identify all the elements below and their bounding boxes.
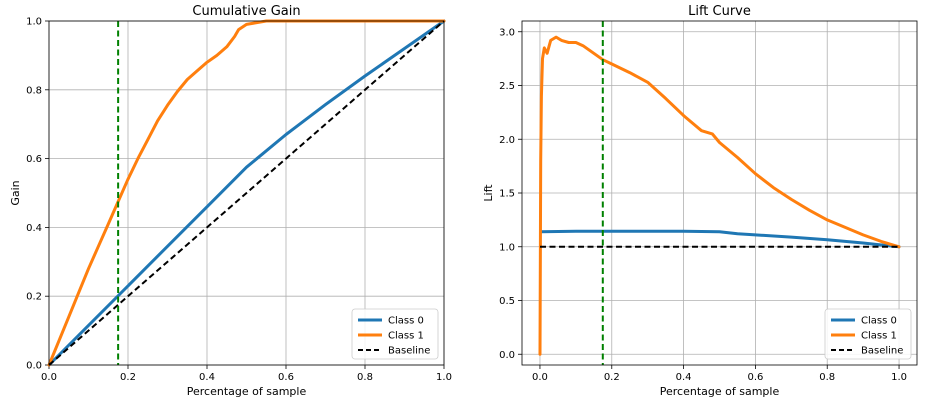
legend-label: Class 0 (388, 316, 424, 327)
series-line-class-0 (47, 19, 446, 367)
x-axis-label: Percentage of sample (187, 385, 307, 398)
x-tick-label: 0.4 (676, 372, 692, 383)
legend-label: Baseline (861, 346, 903, 357)
x-tick-label: 0.0 (41, 372, 57, 383)
axes-frame (521, 20, 918, 366)
x-tick-label: 0.4 (199, 372, 215, 383)
y-tick-label: 0.6 (26, 154, 42, 165)
x-tick-label: 0.8 (357, 372, 373, 383)
y-tick-label: 0.5 (499, 296, 515, 307)
y-tick-label: 0.4 (26, 223, 42, 234)
x-tick-label: 0.8 (819, 372, 835, 383)
legend: Class 0 Class 1 Baseline (351, 308, 439, 360)
legend-label: Baseline (388, 346, 430, 357)
legend-label: Class 1 (861, 331, 897, 342)
chart-title: Lift Curve (688, 4, 751, 19)
chart-panel-2: 0.0 0.2 0.4 0.6 0.8 1.0 0.0 0.5 1.0 1.5 2.0 2.5 3.0 L… (482, 4, 918, 398)
legend-label: Class 1 (388, 331, 424, 342)
series-line-class-0 (539, 229, 901, 249)
y-axis-label: Gain (9, 180, 22, 205)
y-tick-label: 1.0 (26, 17, 42, 28)
chart-panel-1: 0.0 0.2 0.4 0.6 0.8 1.0 0.0 0.2 0.4 0.6 0.8 1.0 Cumu… (9, 4, 452, 398)
y-tick-label: 2.5 (499, 81, 515, 92)
x-tick-label: 0.6 (278, 372, 294, 383)
series-line-class-1 (538, 35, 901, 356)
x-axis-label: Percentage of sample (660, 385, 780, 398)
series-line-class-1 (47, 19, 446, 367)
chart-title: Cumulative Gain (192, 4, 300, 19)
series-line-baseline (48, 20, 445, 366)
x-tick-label: 1.0 (436, 372, 452, 383)
legend-label: Class 0 (861, 316, 897, 327)
axes-frame (48, 20, 445, 366)
legend: Class 0 Class 1 Baseline (824, 308, 912, 360)
x-tick-label: 1.0 (891, 372, 907, 383)
x-tick-label: 0.6 (747, 372, 763, 383)
y-axis-label: Lift (482, 184, 495, 202)
x-tick-label: 0.2 (604, 372, 620, 383)
x-tick-label: 0.2 (120, 372, 136, 383)
y-tick-label: 0.0 (26, 361, 42, 372)
y-tick-label: 1.5 (499, 189, 515, 200)
y-tick-label: 0.8 (26, 85, 42, 96)
x-tick-label: 0.0 (532, 372, 548, 383)
y-tick-label: 0.0 (499, 350, 515, 361)
y-tick-label: 0.2 (26, 292, 42, 303)
y-tick-label: 1.0 (499, 242, 515, 253)
y-tick-label: 3.0 (499, 27, 515, 38)
y-tick-label: 2.0 (499, 135, 515, 146)
